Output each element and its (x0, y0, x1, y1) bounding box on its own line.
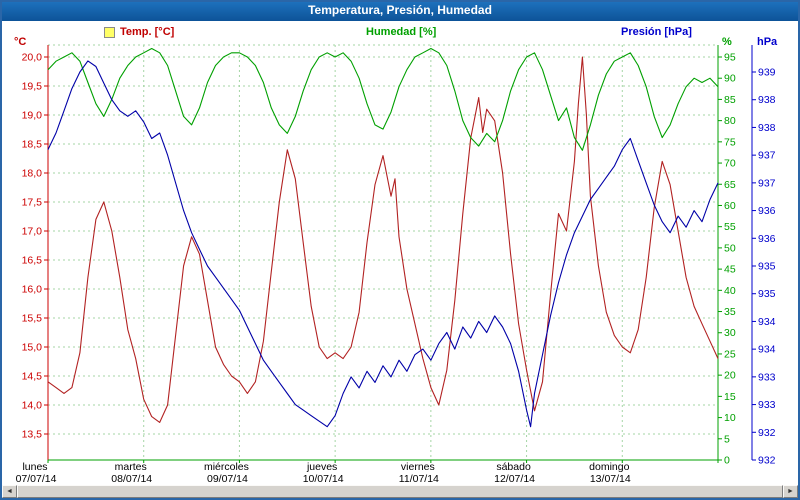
svg-text:60: 60 (724, 200, 736, 212)
grid-lines (48, 44, 718, 460)
svg-text:70: 70 (724, 158, 736, 170)
svg-text:80: 80 (724, 115, 736, 127)
svg-text:10/07/14: 10/07/14 (303, 473, 344, 485)
svg-text:09/07/14: 09/07/14 (207, 473, 248, 485)
svg-text:14,5: 14,5 (22, 371, 43, 383)
svg-text:55: 55 (724, 221, 736, 233)
svg-text:933: 933 (758, 399, 776, 411)
svg-text:13,5: 13,5 (22, 429, 43, 441)
weather-chart-plot: 13,5 14,0 14,5 15,0 15,5 16,0 16,5 17,0 17,5 18,0… (16, 44, 776, 485)
svg-text:35: 35 (724, 306, 736, 318)
svg-text:95: 95 (724, 52, 736, 64)
svg-text:jueves: jueves (306, 461, 337, 473)
svg-text:90: 90 (724, 73, 736, 85)
svg-text:15,0: 15,0 (22, 342, 43, 354)
svg-text:0: 0 (724, 455, 730, 467)
svg-text:16,0: 16,0 (22, 284, 43, 296)
svg-text:934: 934 (758, 316, 776, 328)
title-bar: Temperatura, Presión, Humedad (0, 0, 800, 21)
legend-temp-swatch[interactable] (104, 26, 115, 38)
svg-text:933: 933 (758, 371, 776, 383)
humidity-axis-unit: % (722, 36, 732, 48)
legend-temp-label: Temp. [°C] (120, 26, 175, 38)
window-title: Temperatura, Presión, Humedad (308, 3, 492, 17)
legend-humidity-label: Humedad [%] (366, 26, 437, 38)
pressure-axis-unit: hPa (757, 36, 778, 48)
svg-text:13/07/14: 13/07/14 (590, 473, 631, 485)
svg-text:30: 30 (724, 327, 736, 339)
svg-text:85: 85 (724, 94, 736, 106)
svg-text:935: 935 (758, 288, 776, 300)
svg-text:936: 936 (758, 205, 776, 217)
svg-text:40: 40 (724, 285, 736, 297)
svg-text:937: 937 (758, 150, 776, 162)
svg-text:domingo: domingo (589, 461, 629, 473)
svg-text:75: 75 (724, 136, 736, 148)
legend-temp: Temp. [°C] (104, 26, 174, 38)
series-lines (47, 47, 719, 428)
svg-text:11/07/14: 11/07/14 (399, 473, 439, 485)
svg-text:17,0: 17,0 (22, 226, 43, 238)
scroll-right-arrow-icon[interactable]: ► (783, 485, 798, 498)
svg-text:viernes: viernes (401, 461, 435, 473)
svg-text:19,0: 19,0 (22, 110, 43, 122)
svg-text:martes: martes (115, 461, 147, 473)
svg-text:937: 937 (758, 177, 776, 189)
svg-text:45: 45 (724, 264, 736, 276)
svg-text:936: 936 (758, 233, 776, 245)
svg-text:16,5: 16,5 (22, 255, 43, 267)
svg-text:08/07/14: 08/07/14 (111, 473, 152, 485)
svg-text:934: 934 (758, 344, 776, 356)
svg-text:938: 938 (758, 122, 776, 134)
svg-text:932: 932 (758, 427, 776, 439)
svg-text:17,5: 17,5 (22, 197, 43, 209)
svg-text:932: 932 (758, 455, 776, 467)
svg-text:65: 65 (724, 179, 736, 191)
horizontal-scrollbar[interactable]: ◄ ► (2, 485, 798, 498)
scrollbar-thumb[interactable] (17, 485, 783, 498)
legend-pressure-label: Presión [hPa] (621, 26, 692, 38)
svg-text:miércoles: miércoles (204, 461, 249, 473)
svg-text:19,5: 19,5 (22, 81, 43, 93)
svg-text:15: 15 (724, 391, 736, 403)
svg-text:sábado: sábado (496, 461, 531, 473)
svg-text:935: 935 (758, 261, 776, 273)
scroll-left-arrow-icon[interactable]: ◄ (2, 485, 17, 498)
temp-axis-unit: °C (14, 36, 27, 48)
svg-text:14,0: 14,0 (22, 400, 43, 412)
svg-text:18,0: 18,0 (22, 168, 43, 180)
svg-text:939: 939 (758, 67, 776, 79)
svg-text:lunes: lunes (22, 461, 47, 473)
pressure-series-line (47, 60, 719, 428)
temp-series-line (47, 56, 719, 423)
svg-text:10: 10 (724, 412, 736, 424)
svg-text:12/07/14: 12/07/14 (494, 473, 535, 485)
svg-text:20: 20 (724, 370, 736, 382)
svg-text:20,0: 20,0 (22, 52, 43, 64)
humidity-series-line (47, 47, 719, 151)
svg-text:18,5: 18,5 (22, 139, 43, 151)
svg-text:25: 25 (724, 348, 736, 360)
svg-text:938: 938 (758, 94, 776, 106)
svg-text:15,5: 15,5 (22, 313, 43, 325)
svg-text:07/07/14: 07/07/14 (16, 473, 57, 485)
svg-text:5: 5 (724, 433, 730, 445)
axes: 13,5 14,0 14,5 15,0 15,5 16,0 16,5 17,0 17,5 18,0… (22, 45, 776, 467)
svg-text:50: 50 (724, 242, 736, 254)
